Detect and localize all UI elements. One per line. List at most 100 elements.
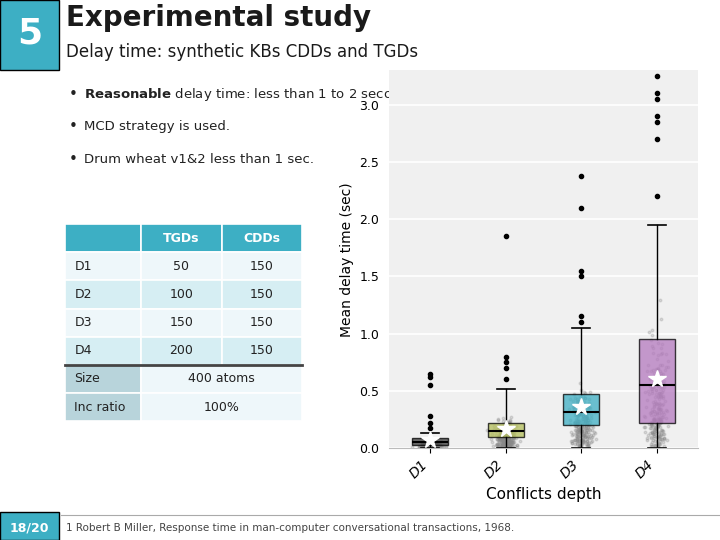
Point <box>496 429 508 438</box>
Point <box>498 436 510 445</box>
Point <box>428 440 440 449</box>
Point <box>498 436 509 445</box>
Text: •: • <box>68 86 78 102</box>
Point <box>431 441 443 449</box>
Point <box>418 442 430 450</box>
Point <box>655 416 667 425</box>
Point <box>657 348 668 357</box>
Point <box>647 344 659 353</box>
Point <box>423 441 435 449</box>
Point <box>428 441 439 449</box>
Point <box>429 442 441 451</box>
Point <box>423 442 435 451</box>
Point <box>584 404 595 413</box>
Point <box>508 439 519 448</box>
Point <box>417 442 428 450</box>
Text: 150: 150 <box>250 316 274 329</box>
Point <box>501 441 513 450</box>
Point <box>577 435 589 443</box>
Point <box>654 390 666 399</box>
FancyBboxPatch shape <box>222 308 302 337</box>
Point <box>418 443 429 451</box>
Point <box>574 393 585 402</box>
Point <box>646 388 657 397</box>
Point <box>429 442 441 450</box>
Point <box>651 420 662 428</box>
Point <box>500 431 511 440</box>
Point <box>486 437 498 446</box>
Point <box>575 441 586 450</box>
Point <box>493 437 505 446</box>
Point <box>650 415 662 423</box>
Point <box>416 439 428 448</box>
Point <box>571 426 582 435</box>
Point <box>425 436 436 445</box>
Point <box>419 440 431 449</box>
Point <box>500 420 511 429</box>
Point <box>426 441 437 449</box>
Point <box>498 432 510 441</box>
Point <box>506 427 518 436</box>
Point <box>418 441 429 450</box>
Point <box>498 431 510 440</box>
Point <box>575 424 587 433</box>
Point <box>431 442 442 450</box>
Point <box>654 400 665 408</box>
Point <box>570 426 581 434</box>
Point <box>649 437 660 445</box>
Text: 50: 50 <box>174 260 189 273</box>
Point <box>501 418 513 427</box>
Point <box>572 411 584 420</box>
Point <box>576 432 588 441</box>
Point <box>423 440 434 449</box>
Point <box>581 420 593 428</box>
Text: $\mathbf{Reasonable}$ delay time: less than 1 to 2 seconds¹.: $\mathbf{Reasonable}$ delay time: less t… <box>84 85 425 103</box>
Point <box>569 422 580 431</box>
Point <box>500 442 512 450</box>
Text: 100: 100 <box>169 288 193 301</box>
Point <box>648 375 660 383</box>
Point <box>652 420 663 428</box>
Point <box>644 373 655 381</box>
Point <box>420 443 432 451</box>
Point <box>427 438 438 447</box>
Point <box>581 437 593 445</box>
Point <box>426 443 438 452</box>
Point <box>423 438 434 447</box>
Point <box>649 424 661 433</box>
Point <box>571 415 582 424</box>
Point <box>576 436 588 445</box>
Point <box>501 437 513 445</box>
Point <box>501 439 513 448</box>
Point <box>661 436 672 445</box>
Point <box>501 425 513 434</box>
Point <box>423 443 435 451</box>
Point <box>511 441 523 450</box>
Point <box>653 373 665 381</box>
Point <box>503 439 514 448</box>
Point <box>575 428 586 437</box>
Point <box>419 443 431 451</box>
Point <box>579 418 590 427</box>
Point <box>430 443 441 452</box>
Point <box>653 440 665 448</box>
Point <box>423 443 435 451</box>
Point <box>646 417 657 426</box>
Point <box>646 428 657 436</box>
Point <box>577 438 588 447</box>
Point <box>580 431 592 440</box>
Point <box>500 437 511 446</box>
Point <box>426 441 438 450</box>
Point <box>420 440 432 449</box>
Point <box>649 442 661 450</box>
Point <box>498 417 509 426</box>
Point <box>583 438 595 447</box>
Point <box>423 440 434 448</box>
Text: 150: 150 <box>250 345 274 357</box>
Text: 400 atoms: 400 atoms <box>188 373 255 386</box>
Point <box>572 422 584 431</box>
Point <box>499 424 510 433</box>
Point <box>485 434 497 443</box>
Text: D3: D3 <box>74 316 92 329</box>
Point <box>575 438 587 447</box>
